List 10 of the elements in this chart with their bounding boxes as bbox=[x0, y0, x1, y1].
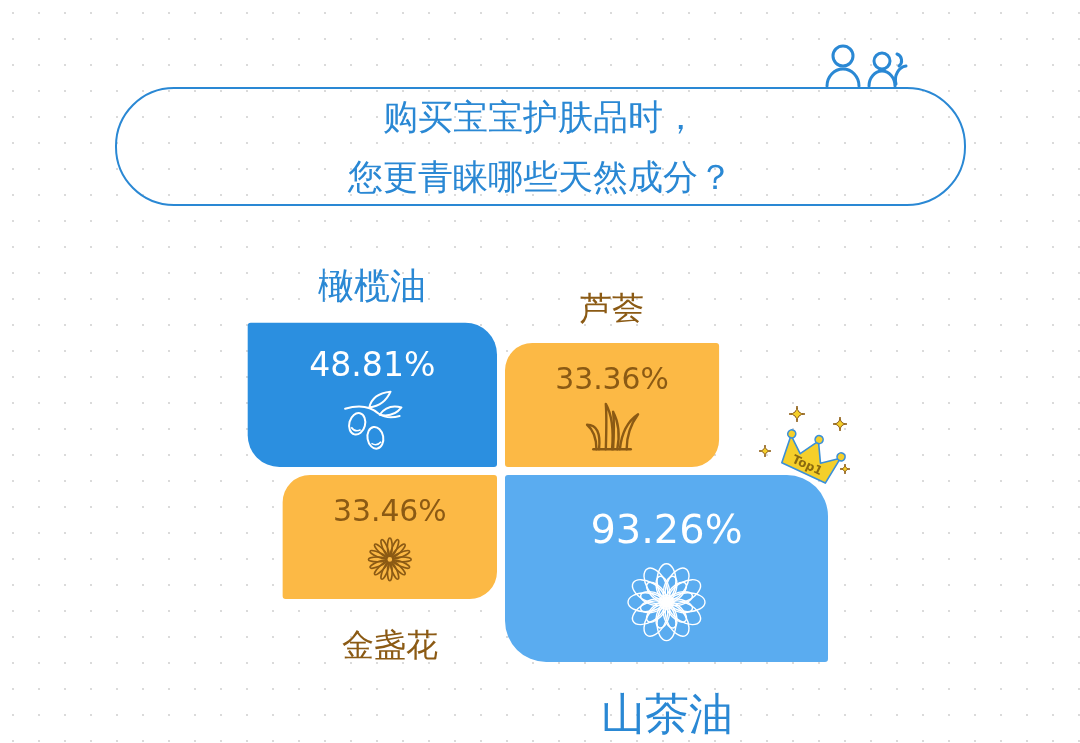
category-label: 金盏花 bbox=[341, 625, 438, 664]
category-label: 芦荟 bbox=[580, 289, 645, 328]
text: 您更青睐哪些天然成分？ bbox=[346, 157, 733, 197]
data-label: 93.26% bbox=[590, 506, 743, 553]
data-label: 33.36% bbox=[555, 361, 669, 397]
data-label: 33.46% bbox=[332, 493, 447, 529]
text: 购买宝宝护肤品时， bbox=[382, 97, 698, 137]
category-label: 橄榄油 bbox=[318, 264, 427, 306]
category-label: 山茶油 bbox=[600, 688, 733, 740]
data-label: 48.81% bbox=[309, 345, 436, 385]
